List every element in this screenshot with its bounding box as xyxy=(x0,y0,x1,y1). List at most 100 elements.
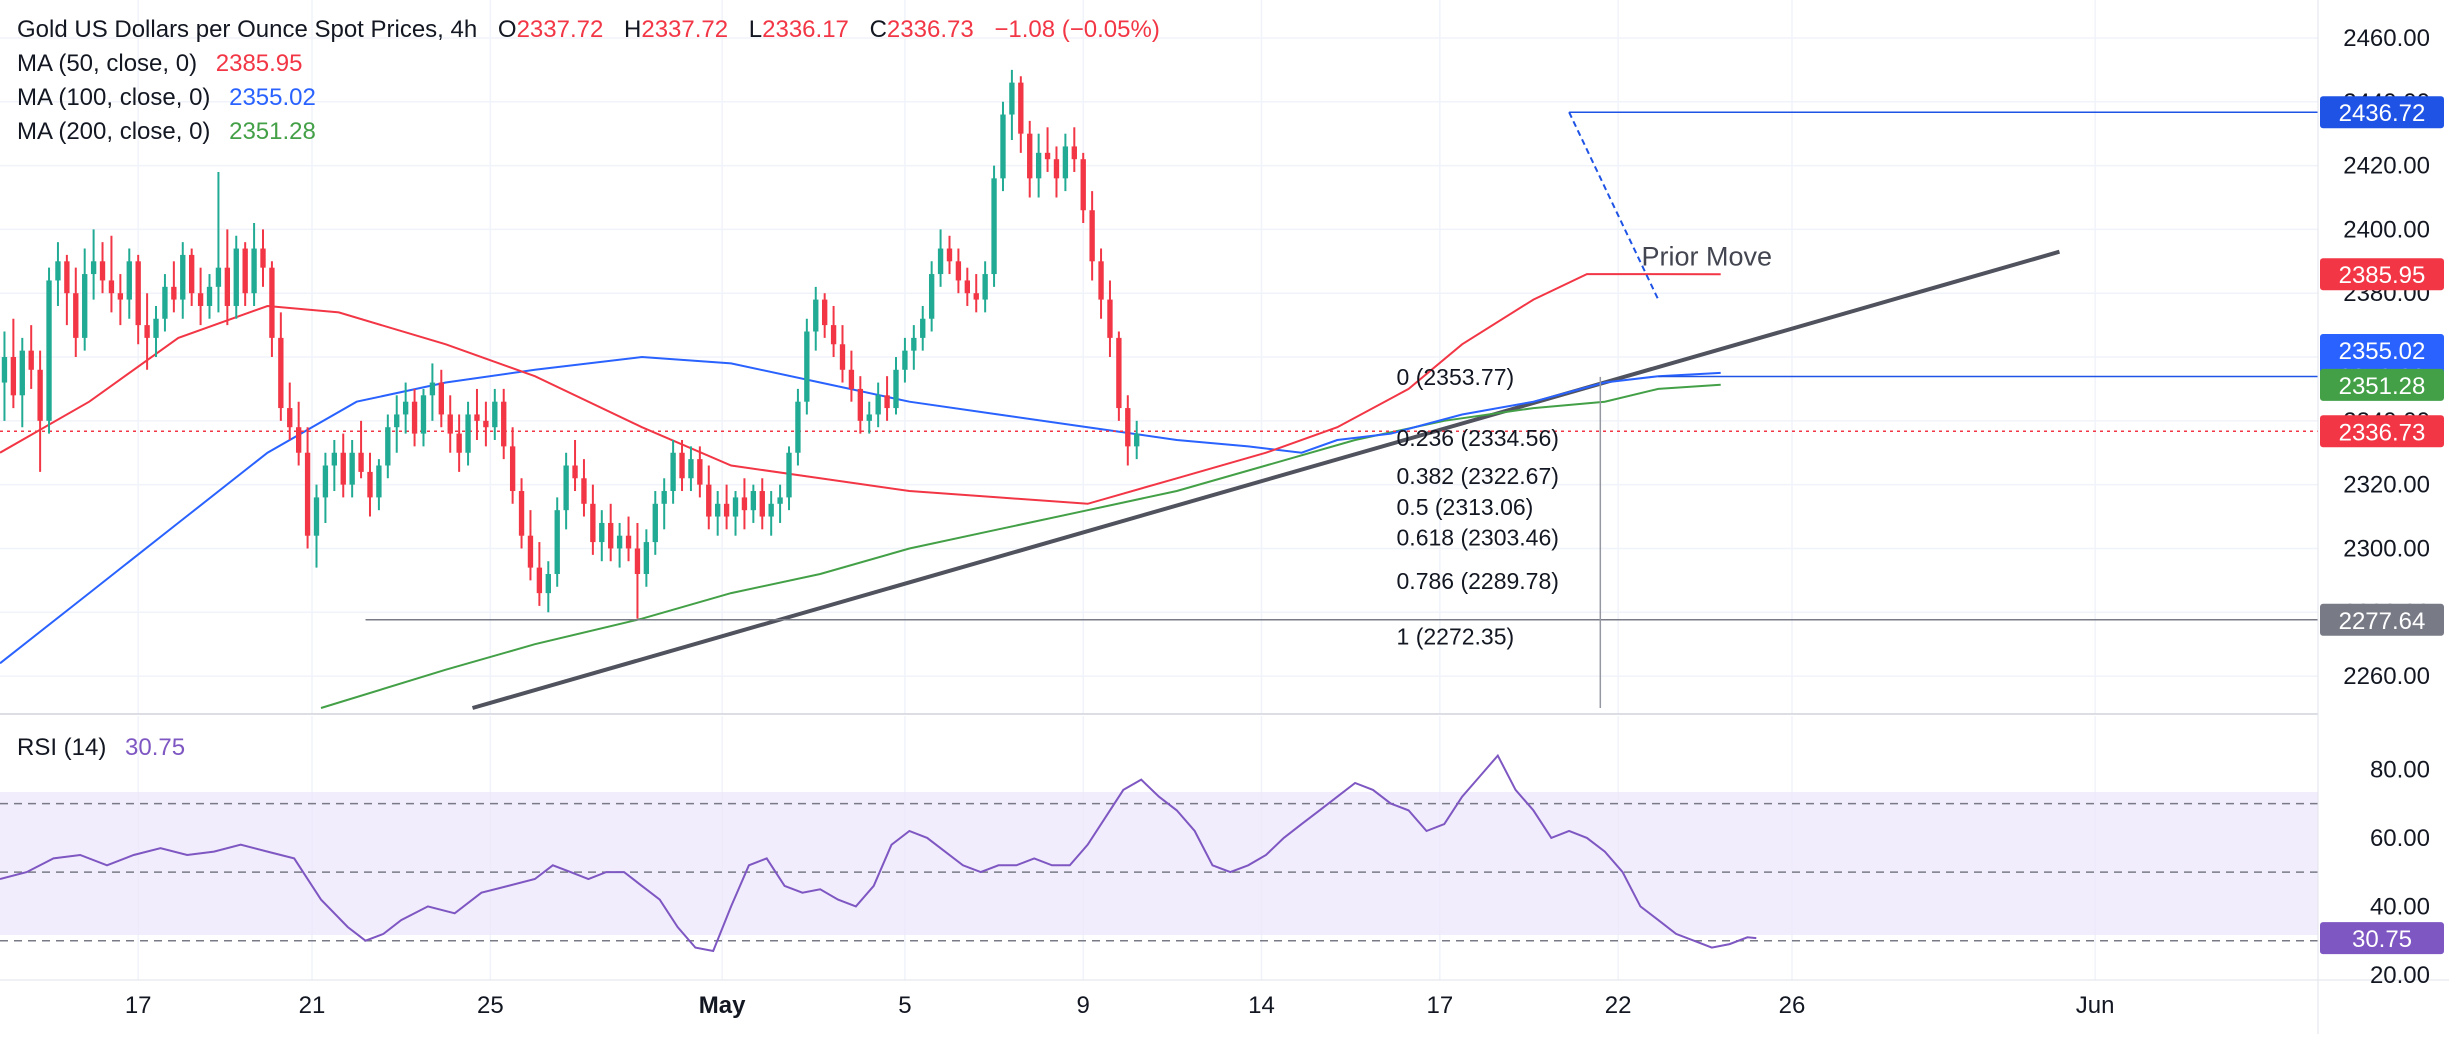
candle-body[interactable] xyxy=(634,548,641,574)
candle-body[interactable] xyxy=(706,484,712,517)
candle-body[interactable] xyxy=(224,267,231,306)
candle-body[interactable] xyxy=(1125,408,1131,447)
price-pane[interactable]: 0 (2353.77) 0.236 (2334.56) 0.382 (2322.67… xyxy=(0,69,2318,710)
candle-body[interactable] xyxy=(813,299,819,332)
candle-body[interactable] xyxy=(946,248,953,262)
candle-body[interactable] xyxy=(652,503,658,543)
candle-body[interactable] xyxy=(536,567,543,594)
candle-body[interactable] xyxy=(19,350,25,396)
candle-body[interactable] xyxy=(331,452,338,466)
candle-body[interactable] xyxy=(955,261,962,281)
candle-body[interactable] xyxy=(126,261,132,300)
candle-body[interactable] xyxy=(937,248,944,275)
candle-body[interactable] xyxy=(233,248,239,306)
candle-body[interactable] xyxy=(1027,133,1033,179)
candle-body[interactable] xyxy=(599,522,605,543)
candle-body[interactable] xyxy=(394,414,400,428)
candle-body[interactable] xyxy=(875,395,881,415)
candle-body[interactable] xyxy=(911,337,917,351)
candle-body[interactable] xyxy=(1044,152,1051,160)
candle-body[interactable] xyxy=(893,369,899,409)
candle-body[interactable] xyxy=(162,286,168,319)
candle-body[interactable] xyxy=(527,535,534,568)
candle-body[interactable] xyxy=(135,261,141,326)
candle-body[interactable] xyxy=(180,254,186,300)
candle-body[interactable] xyxy=(964,280,970,294)
trendline[interactable] xyxy=(471,249,2061,710)
rsi-pane[interactable] xyxy=(0,753,2318,953)
candle-body[interactable] xyxy=(64,261,70,294)
candle-body[interactable] xyxy=(37,369,43,421)
candle-body[interactable] xyxy=(857,388,864,421)
candle-body[interactable] xyxy=(982,274,988,300)
candle-body[interactable] xyxy=(1009,82,1015,115)
axis-layer[interactable]: 2260.002280.002300.002320.002340.002360.… xyxy=(125,25,2444,1019)
candle-body[interactable] xyxy=(340,452,346,485)
candle-body[interactable] xyxy=(206,286,213,306)
candle-body[interactable] xyxy=(1071,146,1077,160)
price-tag[interactable] xyxy=(2320,258,2444,291)
candle-body[interactable] xyxy=(732,497,739,517)
price-tag[interactable] xyxy=(2320,334,2444,367)
rsi-tag[interactable] xyxy=(2320,922,2444,955)
candle-body[interactable] xyxy=(28,350,34,370)
candle-body[interactable] xyxy=(90,261,97,275)
candle-body[interactable] xyxy=(1098,261,1104,300)
candle-body[interactable] xyxy=(545,573,551,594)
price-tag[interactable] xyxy=(2320,603,2444,636)
candle-body[interactable] xyxy=(920,318,926,338)
candle-body[interactable] xyxy=(82,274,88,338)
candle-body[interactable] xyxy=(367,471,373,498)
candle-body[interactable] xyxy=(1035,152,1042,179)
candle-body[interactable] xyxy=(750,491,757,511)
candle-body[interactable] xyxy=(501,401,507,447)
candle-body[interactable] xyxy=(688,459,694,479)
candle-body[interactable] xyxy=(518,491,525,536)
candle-body[interactable] xyxy=(1053,159,1060,179)
candle-body[interactable] xyxy=(295,427,302,453)
candle-body[interactable] xyxy=(1134,433,1140,447)
candle-body[interactable] xyxy=(313,497,320,536)
candle-body[interactable] xyxy=(848,369,855,389)
candle-body[interactable] xyxy=(830,325,837,345)
candle-body[interactable] xyxy=(144,325,150,338)
price-tag[interactable] xyxy=(2320,415,2444,448)
candle-body[interactable] xyxy=(821,299,828,326)
candle-body[interactable] xyxy=(376,465,382,498)
candle-body[interactable] xyxy=(723,503,730,517)
candle-body[interactable] xyxy=(884,395,890,409)
candle-body[interactable] xyxy=(269,267,275,338)
candle-body[interactable] xyxy=(153,318,159,338)
candle-body[interactable] xyxy=(902,350,908,370)
rsi-line[interactable] xyxy=(0,753,1757,953)
candle-body[interactable] xyxy=(171,286,177,300)
candle-body[interactable] xyxy=(697,459,703,485)
candle-body[interactable] xyxy=(590,503,596,543)
candle-body[interactable] xyxy=(420,395,427,434)
candle-body[interactable] xyxy=(322,465,329,498)
candle-body[interactable] xyxy=(10,357,17,396)
candle-body[interactable] xyxy=(492,401,498,428)
candle-body[interactable] xyxy=(795,401,801,453)
candle-body[interactable] xyxy=(759,491,765,517)
candle-body[interactable] xyxy=(385,427,391,466)
candle-body[interactable] xyxy=(670,452,676,492)
candle-body[interactable] xyxy=(117,293,124,300)
candle-body[interactable] xyxy=(509,446,516,492)
candle-body[interactable] xyxy=(46,280,52,421)
candle-body[interactable] xyxy=(55,261,61,281)
candle-body[interactable] xyxy=(786,452,792,498)
candle-body[interactable] xyxy=(1107,299,1113,338)
candle-body[interactable] xyxy=(411,401,418,434)
candle-body[interactable] xyxy=(1018,82,1024,134)
candle-body[interactable] xyxy=(768,503,774,517)
prior-move-line[interactable] xyxy=(1568,111,1660,301)
candle-body[interactable] xyxy=(973,293,979,300)
candle-body[interactable] xyxy=(447,414,453,434)
candle-body[interactable] xyxy=(608,522,614,549)
candle-body[interactable] xyxy=(616,535,623,549)
candle-body[interactable] xyxy=(928,274,935,319)
candle-body[interactable] xyxy=(474,414,480,421)
candle-body[interactable] xyxy=(189,254,195,294)
candle-body[interactable] xyxy=(804,331,810,402)
